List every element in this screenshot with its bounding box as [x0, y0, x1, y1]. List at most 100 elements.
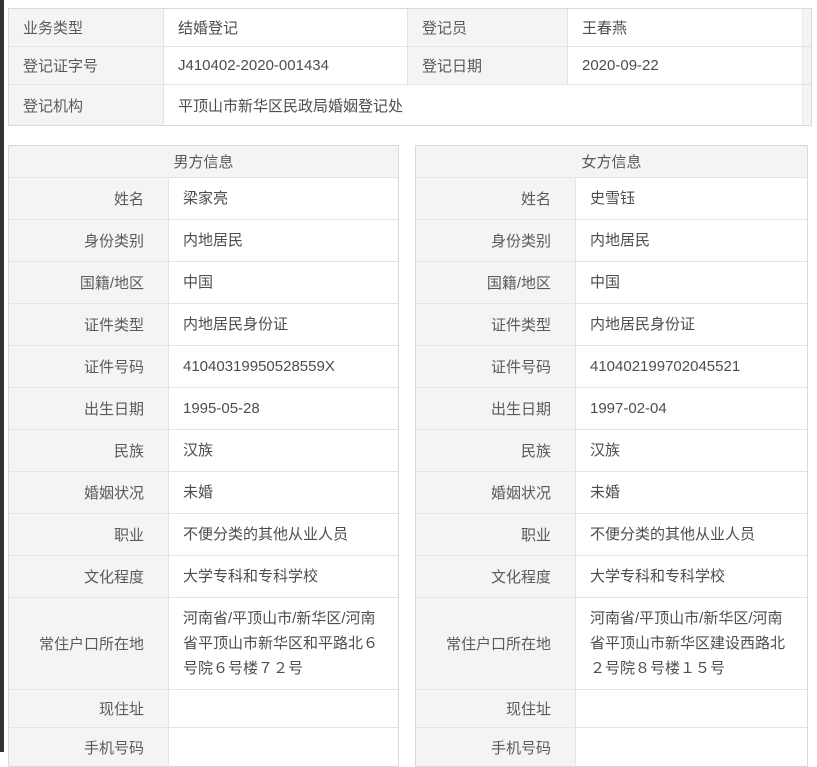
male-info-table: 男方信息 姓名 梁家亮 身份类别 内地居民 国籍/地区 中国 证件类型 内地居民… — [8, 145, 399, 767]
table-row: 常住户口所在地 河南省/平顶山市/新华区/河南省平顶山市新华区建设西路北２号院８… — [416, 598, 807, 690]
business-type-value: 结婚登记 — [164, 9, 408, 46]
field-value-id-type: 内地居民身份证 — [576, 304, 807, 345]
registrar-label: 登记员 — [408, 9, 568, 46]
field-value-mobile — [576, 728, 807, 766]
field-value-identity-type: 内地居民 — [169, 220, 398, 261]
field-label-household-address: 常住户口所在地 — [9, 598, 169, 689]
field-label-ethnicity: 民族 — [416, 430, 576, 471]
field-label-occupation: 职业 — [9, 514, 169, 555]
field-value-ethnicity: 汉族 — [576, 430, 807, 471]
female-info-title: 女方信息 — [416, 146, 807, 178]
table-row: 姓名 梁家亮 — [9, 178, 398, 220]
table-row: 登记证字号 J410402-2020-001434 登记日期 2020-09-2… — [9, 47, 811, 85]
field-label-occupation: 职业 — [416, 514, 576, 555]
field-label-identity-type: 身份类别 — [9, 220, 169, 261]
agency-value: 平顶山市新华区民政局婚姻登记处 — [164, 85, 802, 125]
table-row: 婚姻状况 未婚 — [9, 472, 398, 514]
table-row: 证件号码 410402199702045521 — [416, 346, 807, 388]
field-label-education: 文化程度 — [416, 556, 576, 597]
field-value-nationality: 中国 — [169, 262, 398, 303]
table-row: 现住址 — [416, 690, 807, 728]
field-label-nationality: 国籍/地区 — [9, 262, 169, 303]
table-row: 文化程度 大学专科和专科学校 — [9, 556, 398, 598]
table-row: 身份类别 内地居民 — [9, 220, 398, 262]
field-label-household-address: 常住户口所在地 — [416, 598, 576, 689]
table-row: 证件类型 内地居民身份证 — [416, 304, 807, 346]
field-value-education: 大学专科和专科学校 — [169, 556, 398, 597]
field-value-education: 大学专科和专科学校 — [576, 556, 807, 597]
cert-no-value: J410402-2020-001434 — [164, 47, 408, 84]
field-label-identity-type: 身份类别 — [416, 220, 576, 261]
table-row: 文化程度 大学专科和专科学校 — [416, 556, 807, 598]
female-info-table: 女方信息 姓名 史雪钰 身份类别 内地居民 国籍/地区 中国 证件类型 内地居民… — [415, 145, 808, 767]
field-label-birth-date: 出生日期 — [416, 388, 576, 429]
table-row: 民族 汉族 — [416, 430, 807, 472]
cert-no-label: 登记证字号 — [9, 47, 164, 84]
field-label-mobile: 手机号码 — [416, 728, 576, 766]
table-row: 身份类别 内地居民 — [416, 220, 807, 262]
table-row: 国籍/地区 中国 — [9, 262, 398, 304]
table-row: 手机号码 — [9, 728, 398, 766]
field-value-id-number: 410402199702045521 — [576, 346, 807, 387]
field-label-mobile: 手机号码 — [9, 728, 169, 766]
table-row: 现住址 — [9, 690, 398, 728]
field-value-ethnicity: 汉族 — [169, 430, 398, 471]
reg-date-value: 2020-09-22 — [568, 47, 802, 84]
field-value-name: 梁家亮 — [169, 178, 398, 219]
window-left-edge — [0, 0, 4, 752]
field-label-name: 姓名 — [9, 178, 169, 219]
field-value-marital-status: 未婚 — [169, 472, 398, 513]
registrar-value: 王春燕 — [568, 9, 802, 46]
field-label-marital-status: 婚姻状况 — [9, 472, 169, 513]
field-value-identity-type: 内地居民 — [576, 220, 807, 261]
field-value-current-address — [576, 690, 807, 727]
table-row: 职业 不便分类的其他从业人员 — [9, 514, 398, 556]
field-label-marital-status: 婚姻状况 — [416, 472, 576, 513]
field-value-occupation: 不便分类的其他从业人员 — [169, 514, 398, 555]
field-label-id-type: 证件类型 — [416, 304, 576, 345]
agency-label: 登记机构 — [9, 85, 164, 125]
table-row: 国籍/地区 中国 — [416, 262, 807, 304]
table-row: 姓名 史雪钰 — [416, 178, 807, 220]
table-row: 手机号码 — [416, 728, 807, 766]
table-row: 民族 汉族 — [9, 430, 398, 472]
table-row: 证件类型 内地居民身份证 — [9, 304, 398, 346]
table-right-strip — [802, 47, 811, 84]
field-value-id-number: 41040319950528559X — [169, 346, 398, 387]
table-row: 证件号码 41040319950528559X — [9, 346, 398, 388]
table-right-strip — [802, 85, 811, 125]
field-label-ethnicity: 民族 — [9, 430, 169, 471]
field-label-current-address: 现住址 — [9, 690, 169, 727]
field-label-nationality: 国籍/地区 — [416, 262, 576, 303]
field-label-id-number: 证件号码 — [416, 346, 576, 387]
male-info-title: 男方信息 — [9, 146, 398, 178]
field-label-education: 文化程度 — [9, 556, 169, 597]
field-label-id-number: 证件号码 — [9, 346, 169, 387]
table-row: 登记机构 平顶山市新华区民政局婚姻登记处 — [9, 85, 811, 125]
field-label-name: 姓名 — [416, 178, 576, 219]
table-row: 出生日期 1997-02-04 — [416, 388, 807, 430]
table-row: 职业 不便分类的其他从业人员 — [416, 514, 807, 556]
field-label-id-type: 证件类型 — [9, 304, 169, 345]
reg-date-label: 登记日期 — [408, 47, 568, 84]
field-value-birth-date: 1997-02-04 — [576, 388, 807, 429]
field-value-nationality: 中国 — [576, 262, 807, 303]
field-value-birth-date: 1995-05-28 — [169, 388, 398, 429]
field-label-current-address: 现住址 — [416, 690, 576, 727]
registration-summary-table: 业务类型 结婚登记 登记员 王春燕 登记证字号 J410402-2020-001… — [8, 8, 812, 126]
field-label-birth-date: 出生日期 — [9, 388, 169, 429]
field-value-household-address: 河南省/平顶山市/新华区/河南省平顶山市新华区和平路北６号院６号楼７２号 — [169, 598, 398, 689]
table-row: 业务类型 结婚登记 登记员 王春燕 — [9, 9, 811, 47]
business-type-label: 业务类型 — [9, 9, 164, 46]
table-right-strip — [802, 9, 811, 46]
table-row: 出生日期 1995-05-28 — [9, 388, 398, 430]
field-value-current-address — [169, 690, 398, 727]
field-value-mobile — [169, 728, 398, 766]
field-value-marital-status: 未婚 — [576, 472, 807, 513]
field-value-name: 史雪钰 — [576, 178, 807, 219]
field-value-household-address: 河南省/平顶山市/新华区/河南省平顶山市新华区建设西路北２号院８号楼１５号 — [576, 598, 807, 689]
field-value-occupation: 不便分类的其他从业人员 — [576, 514, 807, 555]
field-value-id-type: 内地居民身份证 — [169, 304, 398, 345]
table-row: 常住户口所在地 河南省/平顶山市/新华区/河南省平顶山市新华区和平路北６号院６号… — [9, 598, 398, 690]
table-row: 婚姻状况 未婚 — [416, 472, 807, 514]
